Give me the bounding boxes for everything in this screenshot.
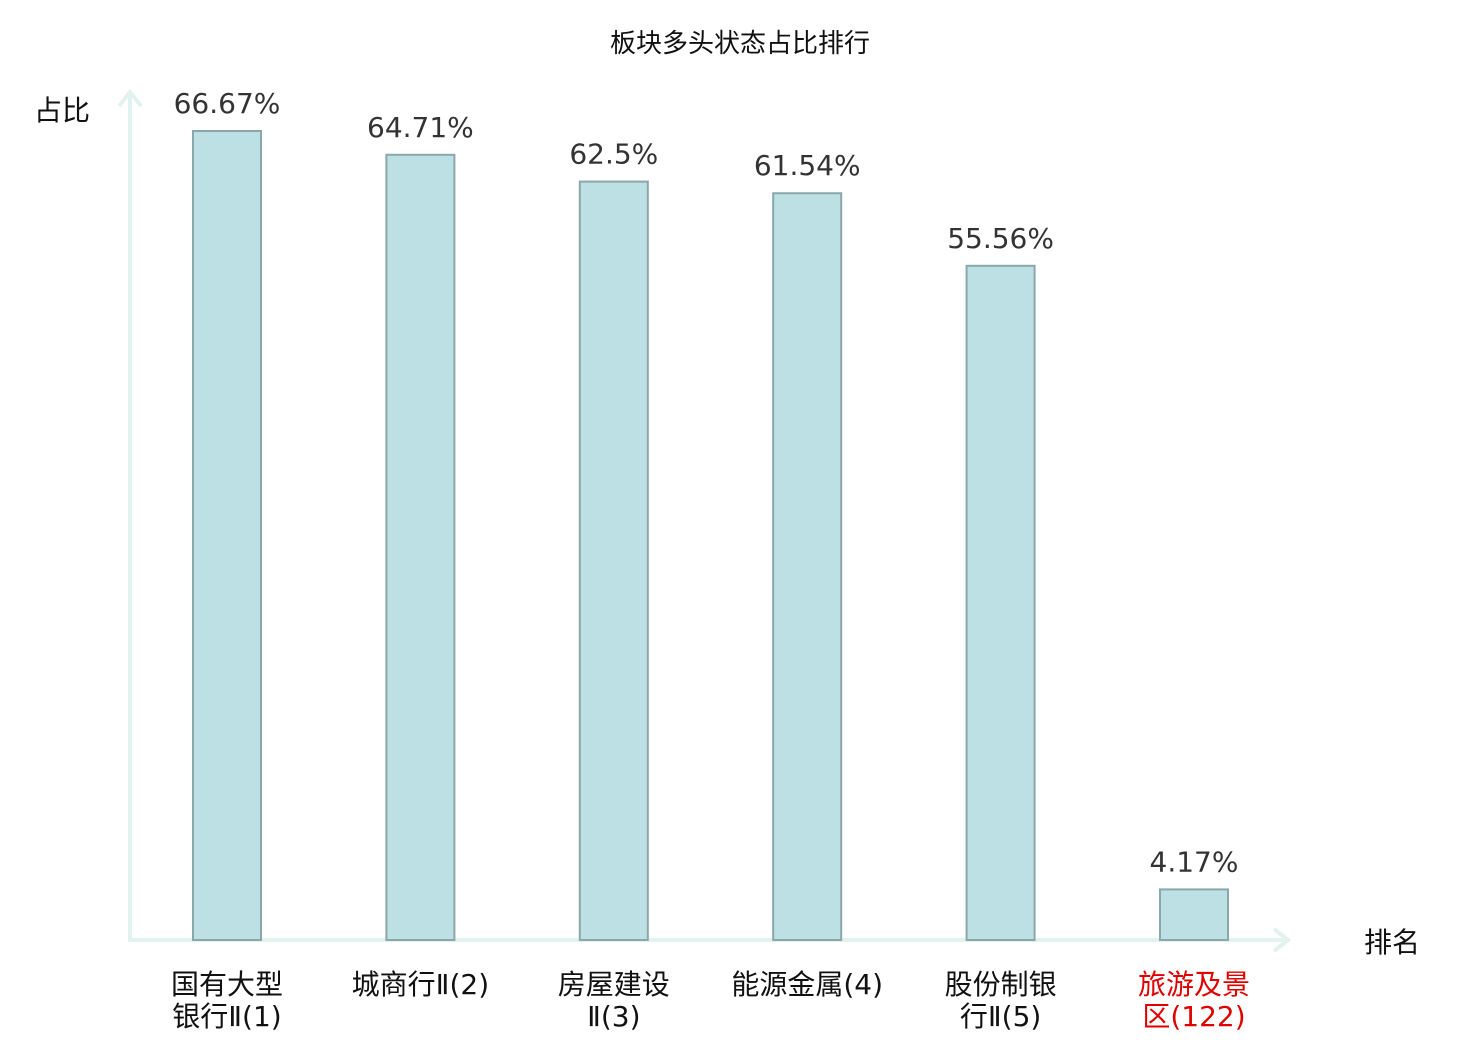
category-label-3-line-1: 房屋建设 bbox=[558, 968, 670, 1001]
chart-title: 板块多头状态占比排行 bbox=[610, 29, 870, 59]
value-label-4: 61.54% bbox=[754, 149, 861, 182]
bars-group bbox=[192, 130, 1229, 942]
bar-6 bbox=[1159, 888, 1229, 942]
x-axis bbox=[128, 927, 1292, 953]
category-label-1-line-2: 银行Ⅱ(1) bbox=[172, 1000, 281, 1033]
category-label-3-line-2: Ⅱ(3) bbox=[587, 1000, 640, 1033]
x-axis-label: 排名 bbox=[1364, 926, 1420, 959]
category-label-5-line-1: 股份制银 bbox=[945, 968, 1057, 1001]
value-label-1: 66.67% bbox=[174, 87, 281, 120]
value-labels-group: 66.67% 64.71% 62.5% 61.54% 55.56% 4.17% bbox=[174, 87, 1239, 878]
category-label-1-line-1: 国有大型 bbox=[171, 968, 283, 1001]
x-axis-arrow bbox=[1272, 927, 1292, 953]
category-label-6-line-2: 区(122) bbox=[1142, 1000, 1245, 1033]
category-label-2-line-1: 城商行Ⅱ(2) bbox=[352, 968, 489, 1001]
category-label-4-line-1: 能源金属(4) bbox=[731, 968, 883, 1001]
category-label-5-line-2: 行Ⅱ(5) bbox=[960, 1000, 1041, 1033]
bar-3 bbox=[578, 180, 649, 942]
bar-1 bbox=[192, 130, 262, 941]
bar-2 bbox=[385, 153, 456, 942]
value-label-6: 4.17% bbox=[1150, 845, 1239, 878]
y-axis-label: 占比 bbox=[34, 94, 90, 127]
value-label-5: 55.56% bbox=[947, 222, 1054, 255]
bar-4 bbox=[772, 192, 843, 941]
y-axis-arrow bbox=[117, 88, 143, 108]
value-label-2: 64.71% bbox=[367, 111, 474, 144]
category-label-6-line-1: 旅游及景 bbox=[1138, 968, 1250, 1001]
bar-5 bbox=[965, 264, 1036, 941]
value-label-3: 62.5% bbox=[569, 138, 658, 171]
y-axis bbox=[117, 88, 143, 940]
